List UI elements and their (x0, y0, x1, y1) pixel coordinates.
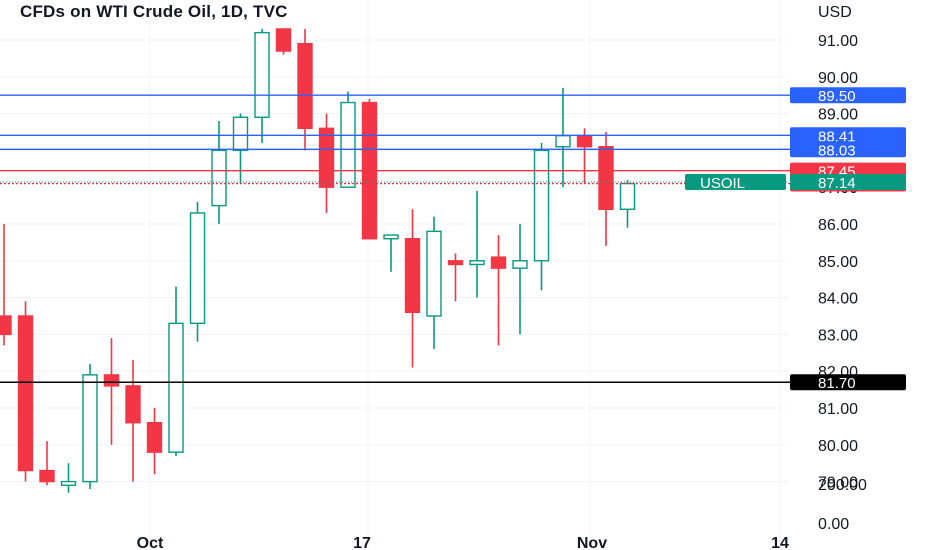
y-tick-label: 89.00 (818, 107, 858, 124)
candle-body (383, 234, 399, 240)
candle-body (17, 315, 34, 472)
candle-body (103, 374, 120, 387)
level-badge-label: 88.03 (818, 142, 856, 159)
candle-body (426, 230, 442, 317)
y-tick-label: 84.00 (818, 291, 858, 308)
candle-body (318, 127, 335, 188)
candle-body (82, 374, 98, 483)
candle-body (512, 260, 528, 269)
level-badge (790, 127, 906, 144)
candle-body (619, 182, 636, 210)
candle-body (490, 256, 507, 269)
y-tick-label: 91.00 (818, 33, 858, 50)
candle-body (297, 42, 313, 130)
ticker-badge (685, 174, 786, 191)
level-badge (790, 141, 906, 158)
candle-body (555, 134, 571, 148)
ticker-symbol: USOIL (700, 175, 745, 192)
x-tick-label: Oct (137, 535, 164, 550)
y-tick-label: 80.00 (818, 438, 858, 455)
y-tick-label: 83.00 (818, 327, 858, 344)
candle-body (254, 31, 270, 118)
candle-body (232, 116, 249, 152)
ticker-price-badge (790, 174, 906, 191)
y-tick-label: 85.00 (818, 254, 858, 271)
level-badge-label: 81.70 (818, 375, 856, 392)
candle-body (146, 422, 163, 453)
x-tick-label: Nov (577, 535, 607, 550)
candle-body (340, 101, 356, 188)
x-tick-label: 14 (771, 535, 789, 550)
candle-body (447, 260, 464, 266)
x-tick-label: 17 (353, 535, 371, 550)
candle-body (533, 149, 550, 262)
candle-body (404, 238, 421, 314)
lower-scale-label: 0.00 (818, 516, 849, 533)
candle-body (60, 480, 77, 486)
y-tick-label: 79.00 (818, 475, 858, 492)
level-badge-label: 88.41 (818, 128, 856, 145)
candle-body (598, 146, 614, 210)
chart-title: CFDs on WTI Crude Oil, 1D, TVC (20, 2, 288, 21)
currency-label: USD (818, 4, 852, 21)
y-tick-label: 81.00 (818, 401, 858, 418)
y-tick-label: 90.00 (818, 70, 858, 87)
level-badge-label: 89.50 (818, 88, 856, 105)
candle-body (189, 212, 206, 325)
y-tick-label: 86.00 (818, 217, 858, 234)
level-badge (790, 374, 906, 391)
level-badge (790, 87, 906, 104)
candle-body (211, 149, 227, 207)
candle-body (39, 469, 55, 483)
lower-scale-label: 200.00 (818, 477, 867, 494)
candle-body (275, 28, 292, 52)
candle-body (469, 260, 485, 266)
candle-body (125, 385, 141, 424)
ticker-price-label: 87.14 (818, 175, 856, 192)
candle-body (576, 134, 593, 148)
candle-body (0, 315, 12, 336)
candle-body (168, 322, 184, 453)
